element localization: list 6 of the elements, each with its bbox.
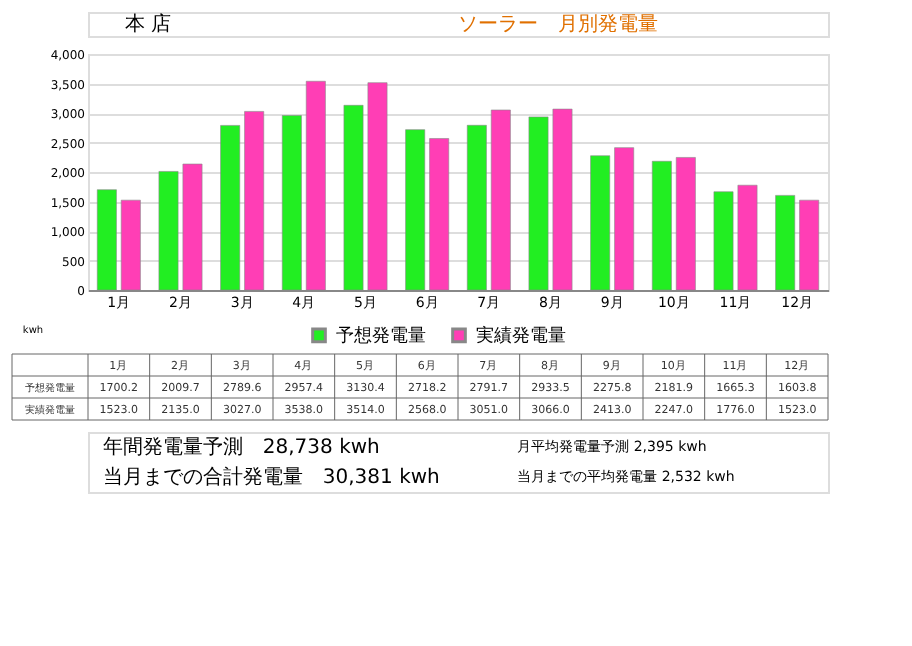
legend-label: 実績発電量	[476, 325, 566, 348]
chart-title: ソーラー 月別発電量	[458, 14, 658, 36]
chart-subtitle: 本 店	[125, 12, 172, 36]
text: 年間発電量予測 28,738 kwh	[102, 435, 380, 459]
legend-label: 予想発電量	[336, 325, 426, 348]
text: 当月までの合計発電量 30,381 kwh	[102, 465, 440, 489]
